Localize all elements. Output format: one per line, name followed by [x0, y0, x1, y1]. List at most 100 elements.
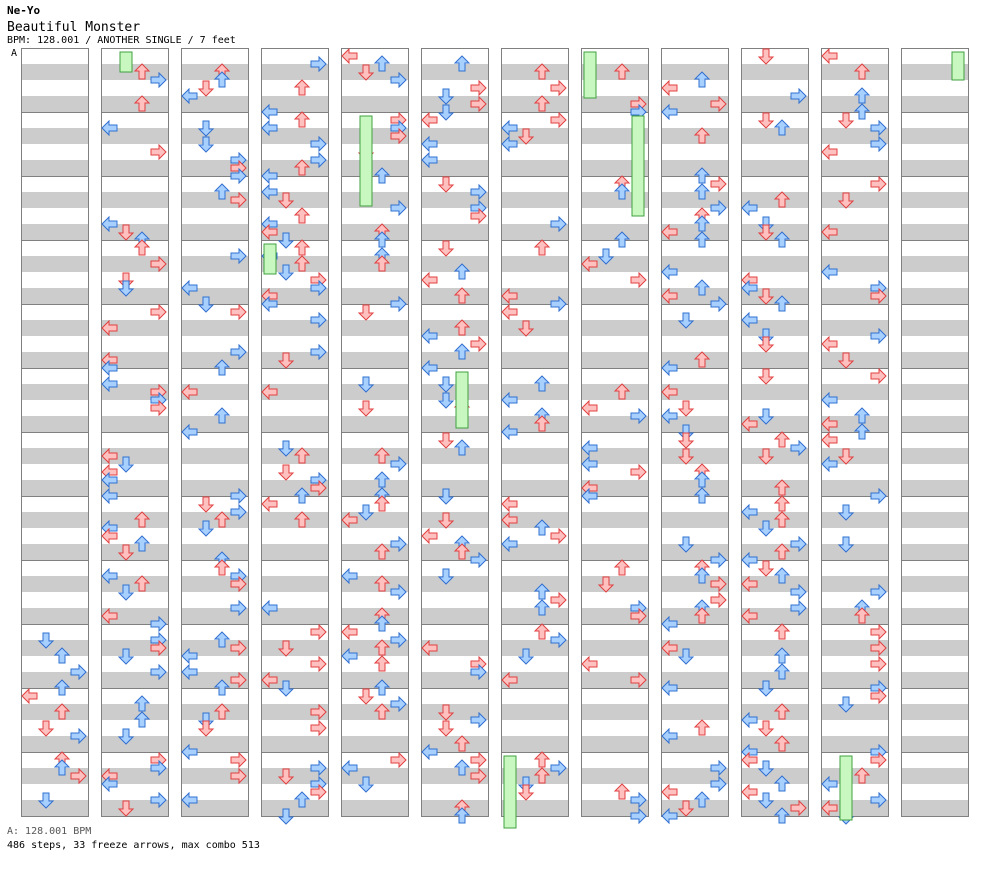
step-arrow: [470, 207, 487, 225]
step-arrow: [757, 448, 775, 465]
step-arrow: [197, 496, 215, 513]
step-arrow: [790, 535, 807, 553]
step-arrow: [357, 304, 375, 321]
step-arrow: [630, 671, 647, 689]
step-arrow: [181, 383, 198, 401]
step-arrow: [390, 199, 407, 217]
step-arrow: [821, 335, 838, 353]
step-arrow: [630, 791, 647, 809]
step-arrow: [261, 295, 278, 313]
step-arrow: [757, 720, 775, 737]
step-arrow: [277, 352, 295, 369]
step-arrow: [693, 351, 711, 368]
chart-column: [421, 48, 489, 817]
step-arrow: [710, 591, 727, 609]
step-arrow: [421, 151, 438, 169]
step-arrow: [293, 255, 311, 272]
step-arrow: [837, 504, 855, 521]
chart-column: [261, 48, 329, 817]
step-arrow: [181, 647, 198, 665]
step-arrow: [357, 376, 375, 393]
step-arrow: [501, 671, 518, 689]
step-arrow: [470, 79, 487, 97]
step-arrow: [70, 663, 87, 681]
step-arrow: [310, 55, 327, 73]
step-arrow: [741, 711, 758, 729]
step-arrow: [150, 303, 167, 321]
step-arrow: [773, 479, 791, 496]
step-arrow: [821, 143, 838, 161]
step-arrow: [533, 751, 551, 768]
step-arrow: [630, 271, 647, 289]
step-arrow: [261, 183, 278, 201]
step-arrow: [181, 663, 198, 681]
chart-column: [661, 48, 729, 817]
step-arrow: [150, 663, 167, 681]
step-arrow: [421, 527, 438, 545]
step-arrow: [197, 296, 215, 313]
step-arrow: [261, 495, 278, 513]
step-arrow: [293, 511, 311, 528]
step-arrow: [53, 759, 71, 776]
step-arrow: [790, 439, 807, 457]
step-arrow: [821, 455, 838, 473]
step-arrow: [661, 383, 678, 401]
step-arrow: [501, 535, 518, 553]
chart-column: [821, 48, 889, 817]
step-arrow: [277, 808, 295, 825]
step-arrow: [821, 263, 838, 281]
step-arrow: [853, 103, 871, 120]
step-arrow: [597, 248, 615, 265]
step-arrow: [21, 687, 38, 705]
step-arrow: [613, 63, 631, 80]
step-arrow: [310, 703, 327, 721]
step-arrow: [550, 759, 567, 777]
step-arrow: [533, 599, 551, 616]
step-arrow: [517, 648, 535, 665]
step-arrow: [101, 567, 118, 585]
step-arrow: [773, 647, 791, 664]
step-arrow: [693, 167, 711, 184]
step-arrow: [437, 240, 455, 257]
step-arrow: [101, 447, 118, 465]
step-arrow: [501, 303, 518, 321]
step-arrow: [613, 383, 631, 400]
step-arrow: [581, 399, 598, 417]
step-arrow: [870, 287, 887, 305]
step-arrow: [293, 111, 311, 128]
step-arrow: [230, 767, 247, 785]
step-arrow: [133, 711, 151, 728]
step-arrow: [341, 47, 358, 65]
step-arrow: [837, 352, 855, 369]
step-arrow: [757, 680, 775, 697]
step-arrow: [357, 64, 375, 81]
step-arrow: [693, 183, 711, 200]
step-arrow: [581, 655, 598, 673]
step-arrow: [693, 719, 711, 736]
step-arrow: [821, 799, 838, 817]
step-arrow: [373, 639, 391, 656]
step-arrow: [630, 463, 647, 481]
step-arrow: [70, 767, 87, 785]
step-arrow: [757, 368, 775, 385]
song-title: Beautiful Monster: [7, 20, 141, 35]
step-arrow: [710, 199, 727, 217]
step-arrow: [453, 263, 471, 280]
step-arrow: [117, 648, 135, 665]
step-arrow: [150, 615, 167, 633]
step-arrow: [470, 335, 487, 353]
step-arrow: [550, 295, 567, 313]
step-arrow: [517, 320, 535, 337]
step-arrow: [453, 759, 471, 776]
step-arrow: [310, 759, 327, 777]
step-arrow: [581, 455, 598, 473]
step-arrow: [517, 784, 535, 801]
step-arrow: [277, 192, 295, 209]
step-arrow: [757, 792, 775, 809]
step-arrow: [613, 783, 631, 800]
step-arrow: [101, 359, 118, 377]
step-arrow: [213, 679, 231, 696]
step-arrow: [661, 103, 678, 121]
step-arrow: [773, 431, 791, 448]
step-arrow: [373, 495, 391, 512]
